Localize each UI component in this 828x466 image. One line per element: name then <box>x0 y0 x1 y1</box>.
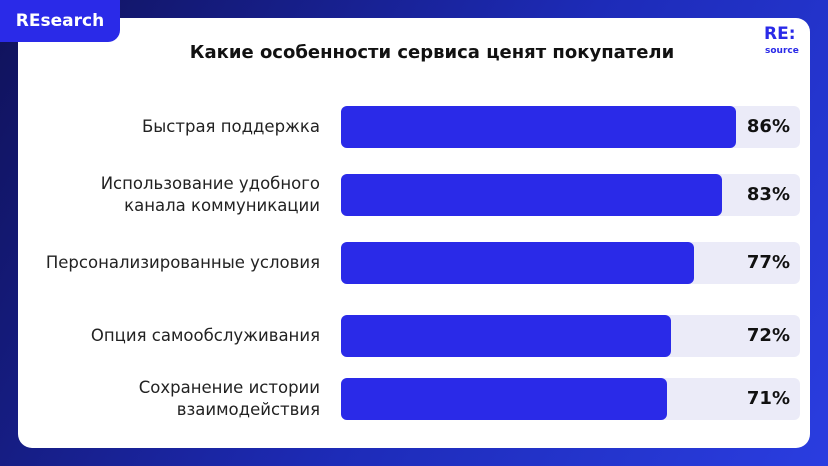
value-label: 83% <box>746 184 790 205</box>
category-label: Сохранение истории взаимодействия <box>138 378 320 419</box>
value-label: 77% <box>746 252 790 273</box>
category-label: Персонализированные условия <box>45 253 320 272</box>
value-label: 71% <box>746 388 790 409</box>
logo-sub: source <box>765 46 799 56</box>
value-label: 72% <box>746 325 790 346</box>
bar <box>341 242 695 284</box>
bar <box>341 106 736 148</box>
bar <box>341 378 667 420</box>
chart-title: Какие особенности сервиса ценят покупате… <box>189 42 675 63</box>
category-label: Использование удобного канала коммуникац… <box>100 174 320 215</box>
tag: REsearch <box>0 0 120 42</box>
bar <box>341 174 722 216</box>
category-label: Быстрая поддержка <box>141 117 320 136</box>
bar <box>341 315 672 357</box>
card <box>18 18 810 448</box>
logo: RE: <box>764 24 796 44</box>
value-label: 86% <box>746 116 790 137</box>
category-label: Опция самообслуживания <box>90 326 320 345</box>
